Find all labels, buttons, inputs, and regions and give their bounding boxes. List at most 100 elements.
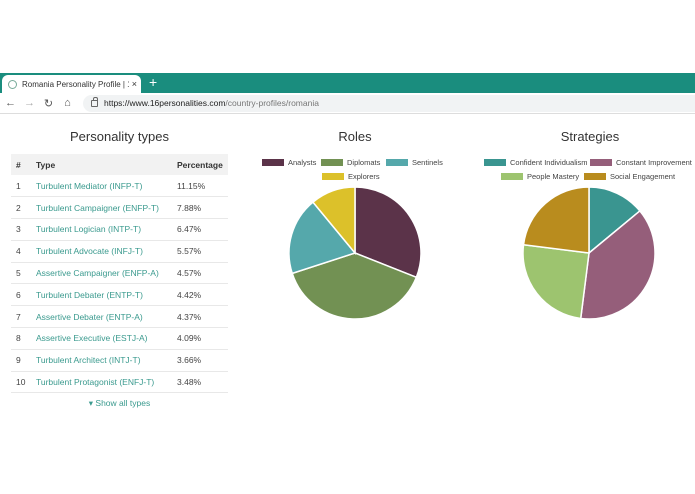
table-row: 2 Turbulent Campaigner (ENFP-T) 7.88% [11,196,228,220]
personality-types-table: # Type Percentage 1 Turbulent Mediator (I… [11,154,228,394]
legend-item[interactable]: Diplomats [321,158,380,167]
cell-type[interactable]: Assertive Debater (ENTP-A) [31,305,172,329]
table-row: 7 Assertive Debater (ENTP-A) 4.37% [11,305,228,329]
legend-swatch [321,159,343,166]
legend-label: People Mastery [527,172,580,181]
lock-icon [91,96,98,107]
cell-rank: 10 [11,371,31,394]
cell-rank: 3 [11,218,31,241]
legend-item[interactable]: Analysts [262,158,316,167]
table-row: 1 Turbulent Mediator (INFP-T) 11.15% [11,175,228,198]
cell-type[interactable]: Turbulent Logician (INTP-T) [31,218,172,241]
show-all-types-link[interactable]: ▾ Show all types [88,398,151,408]
legend-swatch [501,173,523,180]
cell-type[interactable]: Turbulent Debater (ENTP-T) [31,283,172,307]
table-row: 9 Turbulent Architect (INTJ-T) 3.66% [11,349,228,372]
table-row: 4 Turbulent Advocate (INFJ-T) 5.57% [11,240,228,263]
table-row: 6 Turbulent Debater (ENTP-T) 4.42% [11,283,228,307]
show-all-label: Show all types [95,398,151,408]
cell-type[interactable]: Turbulent Architect (INTJ-T) [31,349,172,372]
cell-rank: 6 [11,283,31,307]
url-path: /country-profiles/romania [225,98,319,108]
new-tab-button[interactable]: + [149,74,158,90]
legend-item[interactable]: People Mastery [501,172,579,181]
pie-slice-explorers[interactable] [311,186,356,256]
legend-label: Sentinels [412,158,443,167]
back-icon[interactable]: ← [5,97,16,109]
url-field[interactable]: https://www.16personalities.com/country-… [83,94,695,112]
cell-pct: 4.57% [172,262,228,285]
personality-types-title: Personality types [70,129,169,144]
legend-item[interactable]: Explorers [322,172,380,181]
url-host: https://www.16personalities.com [104,98,226,108]
legend-label: Constant Improvement [616,158,692,167]
pie-slice-sentinels[interactable] [288,201,357,275]
table-row: 10 Turbulent Protagonist (ENFJ-T) 3.48% [11,371,228,394]
legend-item[interactable]: Confident Individualism [484,158,588,167]
cell-rank: 1 [11,175,31,198]
cell-pct: 7.88% [172,196,228,220]
reload-icon[interactable]: ↻ [43,97,54,110]
legend-label: Explorers [348,172,380,181]
roles-pie-chart [288,186,422,320]
legend-swatch [484,159,506,166]
cell-rank: 8 [11,327,31,350]
site-favicon-icon [8,79,17,89]
legend-swatch [322,173,344,180]
cell-pct: 6.47% [172,218,228,241]
cell-rank: 5 [11,262,31,285]
cell-type[interactable]: Assertive Executive (ESTJ-A) [31,327,172,350]
pie-slice-confident-individualism[interactable] [588,186,641,255]
forward-icon[interactable]: → [24,97,35,109]
cell-rank: 4 [11,240,31,263]
strategies-chart-title: Strategies [560,129,620,144]
pie-slice-constant-improvement[interactable] [579,209,656,320]
home-icon[interactable]: ⌂ [64,97,71,109]
cell-rank: 7 [11,305,31,329]
legend-label: Confident Individualism [510,158,588,167]
legend-swatch [386,159,408,166]
browser-tab[interactable]: Romania Personality Profile | 16P × [2,75,141,93]
address-bar-row: ← → ↻ ⌂ https://www.16personalities.com /… [0,93,695,114]
legend-item[interactable]: Constant Improvement [590,158,692,167]
cell-pct: 3.66% [172,349,228,372]
cell-pct: 11.15% [172,175,228,198]
cell-rank: 9 [11,349,31,372]
legend-label: Social Engagement [610,172,676,181]
cell-pct: 4.09% [172,327,228,350]
table-header-row: # Type Percentage [11,154,228,175]
pie-slice-people-mastery[interactable] [522,243,590,320]
cell-pct: 3.48% [172,371,228,394]
cell-pct: 4.37% [172,305,228,329]
legend-swatch [262,159,284,166]
pie-slice-social-engagement[interactable] [522,186,590,254]
strategies-pie-chart [522,186,656,320]
header-percentage: Percentage [177,159,223,170]
pie-slice-diplomats[interactable] [291,252,418,320]
cell-pct: 5.57% [172,240,228,263]
cell-rank: 2 [11,196,31,220]
tab-title: Romania Personality Profile | 16P [22,79,129,89]
table-row: 3 Turbulent Logician (INTP-T) 6.47% [11,218,228,241]
header-rank: # [16,159,21,170]
legend-swatch [584,173,606,180]
legend-swatch [590,159,612,166]
browser-tab-strip: Romania Personality Profile | 16P × + [0,73,695,93]
header-type: Type [36,159,56,170]
legend-label: Analysts [288,158,317,167]
close-tab-icon[interactable]: × [131,79,137,89]
table-row: 5 Assertive Campaigner (ENFP-A) 4.57% [11,262,228,285]
pie-slice-analysts[interactable] [354,186,422,279]
cell-type[interactable]: Assertive Campaigner (ENFP-A) [31,262,172,285]
legend-item[interactable]: Social Engagement [584,172,675,181]
legend-item[interactable]: Sentinels [386,158,443,167]
cell-type[interactable]: Turbulent Campaigner (ENFP-T) [31,196,172,220]
cell-pct: 4.42% [172,283,228,307]
legend-label: Diplomats [347,158,381,167]
cell-type[interactable]: Turbulent Mediator (INFP-T) [31,175,172,198]
roles-chart-title: Roles [338,129,372,144]
cell-type[interactable]: Turbulent Advocate (INFJ-T) [31,240,172,263]
page-top-blank [0,0,695,73]
cell-type[interactable]: Turbulent Protagonist (ENFJ-T) [31,371,172,394]
table-row: 8 Assertive Executive (ESTJ-A) 4.09% [11,327,228,350]
